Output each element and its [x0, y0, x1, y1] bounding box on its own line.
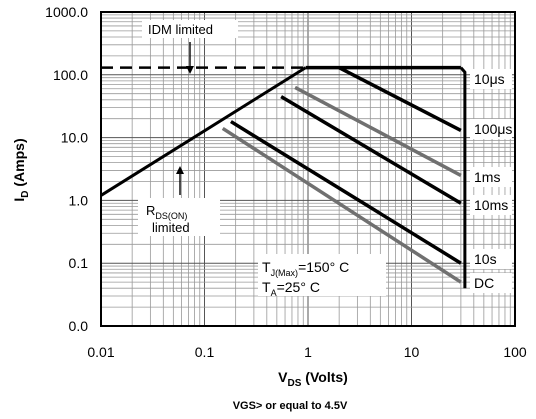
y-tick-label: 0.1	[69, 255, 89, 271]
series-label-1ms: 1ms	[474, 169, 500, 185]
ta-label: TA=25° C	[262, 279, 320, 298]
series-label-bg	[470, 167, 512, 187]
y-tick-label: 1.0	[69, 192, 89, 208]
series-labels: 10μs 100μs 1ms 10ms 10s DC	[470, 69, 512, 293]
series-label-10ms: 10ms	[474, 197, 508, 213]
x-tick-label: 100	[503, 344, 527, 360]
curve-10ms	[280, 95, 462, 205]
y-tick-label: 10.0	[61, 130, 88, 146]
y-tick-label: 0.0	[69, 318, 89, 334]
x-tick-label: 0.01	[87, 344, 114, 360]
curve-dc	[221, 126, 462, 284]
series-label-bg	[470, 69, 512, 89]
series-label-bg	[470, 119, 512, 139]
gate-voltage-footnote: VGS> or equal to 4.5V	[233, 400, 348, 412]
rds-on-label: RDS(ON)	[146, 203, 187, 221]
y-axis-label: ID (Amps)	[11, 138, 31, 201]
x-tick-labels: 0.01 0.1 1 10 100	[87, 344, 527, 360]
series-label-dc: DC	[474, 275, 494, 291]
series-label-bg	[470, 195, 512, 215]
y-tick-label: 100.0	[53, 67, 88, 83]
curve-10s	[230, 120, 462, 265]
idm-label-box	[142, 20, 238, 38]
plot-frame	[100, 11, 516, 327]
rds-arrow-head	[176, 166, 184, 174]
curve-100us	[338, 66, 462, 132]
rds-limited-label: limited	[152, 220, 190, 235]
rds-label-box	[138, 198, 220, 236]
x-tick-label: 10	[404, 344, 420, 360]
series-label-bg	[470, 249, 512, 269]
rds-on-limit-line	[101, 66, 307, 197]
x-tick-label: 1	[304, 344, 312, 360]
temp-label-box	[258, 254, 386, 296]
series-label-100us: 100μs	[474, 121, 512, 137]
y-tick-labels: 0.0 0.1 1.0 10.0 100.0 1000.0	[45, 4, 88, 334]
voltage-limit-line	[459, 66, 467, 289]
series-label-10s: 10s	[474, 251, 497, 267]
curve-1ms	[294, 85, 462, 177]
idm-limited-label: IDM limited	[148, 22, 213, 37]
y-tick-label: 1000.0	[45, 4, 88, 20]
idm-arrow-head	[186, 66, 194, 74]
series-label-10us: 10μs	[474, 71, 505, 87]
tj-max-label: TJ(Max)=150° C	[262, 259, 349, 278]
x-tick-label: 0.1	[195, 344, 215, 360]
curves-layer	[101, 65, 467, 289]
x-axis-label: VDS (Volts)	[278, 369, 348, 389]
series-label-bg	[470, 273, 512, 293]
